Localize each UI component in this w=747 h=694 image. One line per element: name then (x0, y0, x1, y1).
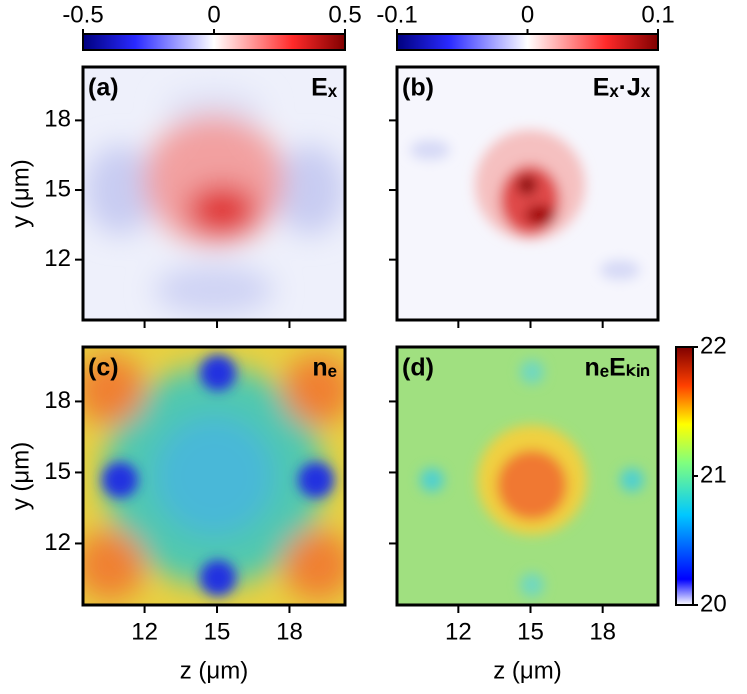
x-tick-label: 18 (276, 618, 303, 645)
colorbar-tick-label: -0.1 (376, 1, 417, 28)
quantity-label: Eₓ·Jₓ (593, 74, 651, 102)
colorbar-tick-label: 21 (700, 461, 727, 488)
x-tick-label: 15 (517, 618, 544, 645)
quantity-label: Eₓ (311, 74, 338, 102)
heatmap-image (83, 347, 345, 605)
colorbar-tick-label: 20 (700, 590, 727, 617)
x-tick-label: 18 (589, 618, 616, 645)
colorbar-tick-label: -0.5 (62, 1, 103, 28)
y-tick-label: 18 (44, 387, 71, 414)
colorbar (675, 346, 694, 606)
quantity-label: nₑ (312, 354, 337, 382)
colorbar-tick-label: 0.1 (641, 1, 674, 28)
quantity-label: nₑEₖᵢₙ (585, 354, 651, 382)
panel-label: (d) (402, 354, 434, 382)
x-axis-label: z (μm) (493, 657, 561, 684)
y-tick-label: 12 (44, 245, 71, 272)
x-axis-label: z (μm) (180, 657, 248, 684)
plot-frame (395, 345, 660, 607)
plot-frame (81, 345, 347, 607)
y-tick-label: 15 (44, 175, 71, 202)
colorbar (396, 33, 659, 51)
y-axis-label: y (μm) (7, 442, 34, 510)
heatmap-image (397, 347, 658, 605)
y-tick-label: 18 (44, 106, 71, 133)
y-tick-label: 15 (44, 458, 71, 485)
x-tick-label: 12 (445, 618, 472, 645)
plot-frame (395, 65, 660, 322)
x-tick-label: 12 (131, 618, 158, 645)
plot-frame (81, 65, 347, 322)
colorbar-tick-label: 22 (700, 332, 727, 359)
colorbar-tick-label: 0 (207, 1, 220, 28)
x-tick-label: 15 (204, 618, 231, 645)
colorbar (82, 33, 346, 51)
heatmap-image (397, 67, 658, 320)
panel-label: (c) (88, 354, 119, 382)
panel-label: (a) (88, 74, 119, 102)
colorbar-tick-label: 0 (521, 1, 534, 28)
heatmap-image (83, 67, 345, 320)
y-axis-label: y (μm) (7, 159, 34, 227)
y-tick-label: 12 (44, 529, 71, 556)
panel-label: (b) (402, 74, 434, 102)
colorbar-tick-label: 0.5 (328, 1, 361, 28)
